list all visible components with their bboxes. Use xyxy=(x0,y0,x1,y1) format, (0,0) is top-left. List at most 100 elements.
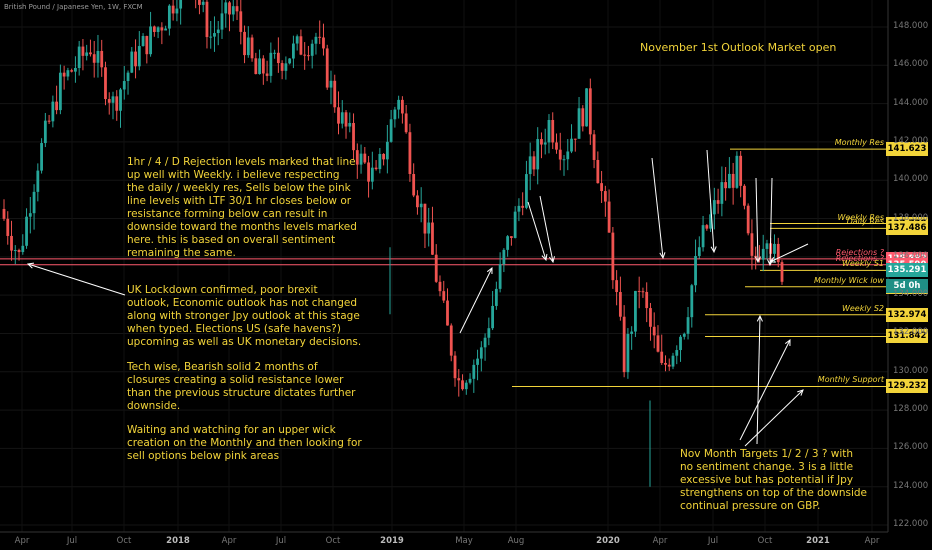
annotation-arrow xyxy=(739,339,791,441)
candle-body xyxy=(727,173,731,189)
candle-body xyxy=(735,155,739,188)
candle-body xyxy=(540,139,543,145)
level-label: Monthly Res xyxy=(834,138,884,148)
candle-body xyxy=(258,58,261,75)
candle-body xyxy=(261,58,265,74)
candle-body xyxy=(592,134,596,160)
x-tick-label: Jul xyxy=(66,536,78,546)
candle-body xyxy=(780,262,784,282)
candle-body xyxy=(25,216,28,246)
candle-body xyxy=(434,254,438,282)
candle-body xyxy=(141,36,145,47)
candle-body xyxy=(686,317,690,334)
annotation-arrow xyxy=(459,267,493,334)
candle-body xyxy=(697,247,701,256)
candle-body xyxy=(21,245,25,253)
x-tick-label: Oct xyxy=(325,536,341,546)
candle-body xyxy=(547,120,551,143)
annotation-arrows xyxy=(26,149,809,447)
candle-body xyxy=(408,132,412,175)
y-tick-label: 122.000 xyxy=(893,519,929,529)
candle-body xyxy=(637,290,641,292)
candle-body xyxy=(171,5,175,14)
candle-body xyxy=(385,141,389,160)
candle-body xyxy=(111,96,115,103)
candle-body xyxy=(66,70,70,77)
candle-body xyxy=(528,156,532,175)
candle-body xyxy=(543,142,547,145)
candle-body xyxy=(468,378,472,383)
candle-body xyxy=(611,232,615,281)
candle-body xyxy=(701,225,705,248)
candle-body xyxy=(498,264,502,289)
candle-body xyxy=(389,119,393,142)
x-tick-label: Apr xyxy=(14,536,30,546)
candle-body xyxy=(160,27,164,31)
candle-body xyxy=(51,101,55,122)
candle-body xyxy=(81,46,85,56)
candle-body xyxy=(122,81,126,90)
candle-body xyxy=(585,88,588,127)
candle-body xyxy=(457,378,461,381)
candle-body xyxy=(134,51,137,67)
candle-body xyxy=(431,222,434,255)
candle-body xyxy=(198,0,201,5)
level-label: Daily Res xyxy=(846,217,884,227)
arrow-head xyxy=(797,389,804,396)
annotation-arrow xyxy=(539,195,554,263)
candle-body xyxy=(634,290,637,332)
candle-body xyxy=(58,72,62,111)
level-lines xyxy=(0,148,888,387)
candle-body xyxy=(404,113,408,133)
candle-body xyxy=(156,27,160,32)
candle-body xyxy=(660,351,664,363)
candle-body xyxy=(119,89,122,111)
candle-body xyxy=(13,250,17,252)
annotation-arrow xyxy=(755,177,759,263)
candle-body xyxy=(453,355,457,379)
arrow-head xyxy=(659,252,666,260)
level-price-tag: 132.974 xyxy=(886,307,928,322)
candle-body xyxy=(70,70,74,72)
candle-body xyxy=(250,37,254,59)
candle-body xyxy=(40,143,43,171)
x-tick-label: Oct xyxy=(757,536,773,546)
level-label: Weekly Res xyxy=(837,212,884,222)
candle-body xyxy=(137,46,141,67)
candle-body xyxy=(596,159,600,184)
annotation-arrow xyxy=(769,177,773,266)
level-price-tag: 129.232 xyxy=(886,379,928,394)
candle-body xyxy=(77,46,81,68)
candle-body xyxy=(400,99,404,114)
candle-body xyxy=(776,243,780,263)
annotation-arrow xyxy=(527,201,547,261)
x-tick-label: Aug xyxy=(507,536,525,546)
level-label: Weekly S1 xyxy=(841,259,884,269)
candle-body xyxy=(292,43,295,59)
x-tick-label: Oct xyxy=(116,536,132,546)
candle-body xyxy=(509,236,513,238)
candle-body xyxy=(235,6,239,12)
candle-body xyxy=(310,43,314,56)
candle-body xyxy=(224,2,228,14)
x-tick-label: May xyxy=(455,536,473,546)
candle-body xyxy=(464,382,468,390)
candle-body xyxy=(765,243,769,249)
candle-body xyxy=(423,203,427,234)
candle-body xyxy=(416,195,419,208)
arrow-head xyxy=(486,266,493,275)
arrow-head xyxy=(541,253,548,262)
candle-body xyxy=(17,250,21,253)
candle-body xyxy=(446,300,449,326)
candle-body xyxy=(299,36,303,55)
candle-body xyxy=(175,8,179,14)
level-label: Monthly Wick low xyxy=(814,275,884,285)
candle-body xyxy=(179,0,183,9)
y-tick-label: 142.000 xyxy=(893,135,929,146)
candle-body xyxy=(370,167,374,182)
candle-body xyxy=(513,211,517,238)
candle-body xyxy=(656,335,660,352)
candle-body xyxy=(167,5,171,29)
candle-body xyxy=(487,328,491,338)
